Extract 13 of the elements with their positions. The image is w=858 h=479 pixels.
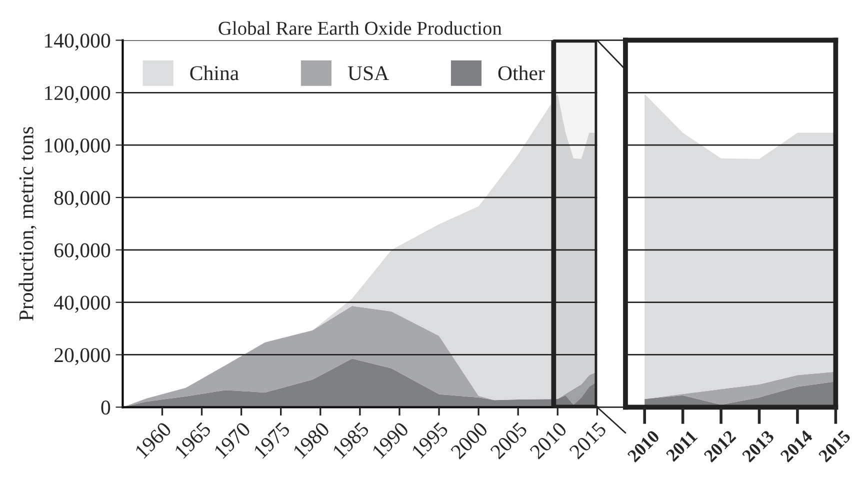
y-tick-label: 0 <box>101 400 110 415</box>
y-tick-label: 100,000 <box>45 138 110 156</box>
y-tick-label: 20,000 <box>54 348 110 366</box>
y-tick-label: 60,000 <box>54 243 110 260</box>
legend-label: Other <box>498 66 545 80</box>
y-tick-label: 140,000 <box>45 34 110 51</box>
legend-label: China <box>190 66 239 80</box>
legend-label: USA <box>348 66 389 80</box>
y-tick-label: 80,000 <box>54 190 110 208</box>
y-tick-label: 120,000 <box>45 86 110 104</box>
y-axis-title: Production, metric tons <box>18 126 36 321</box>
y-tick-label: 40,000 <box>54 296 110 313</box>
chart-title: Global Rare Earth Oxide Production <box>218 21 502 35</box>
